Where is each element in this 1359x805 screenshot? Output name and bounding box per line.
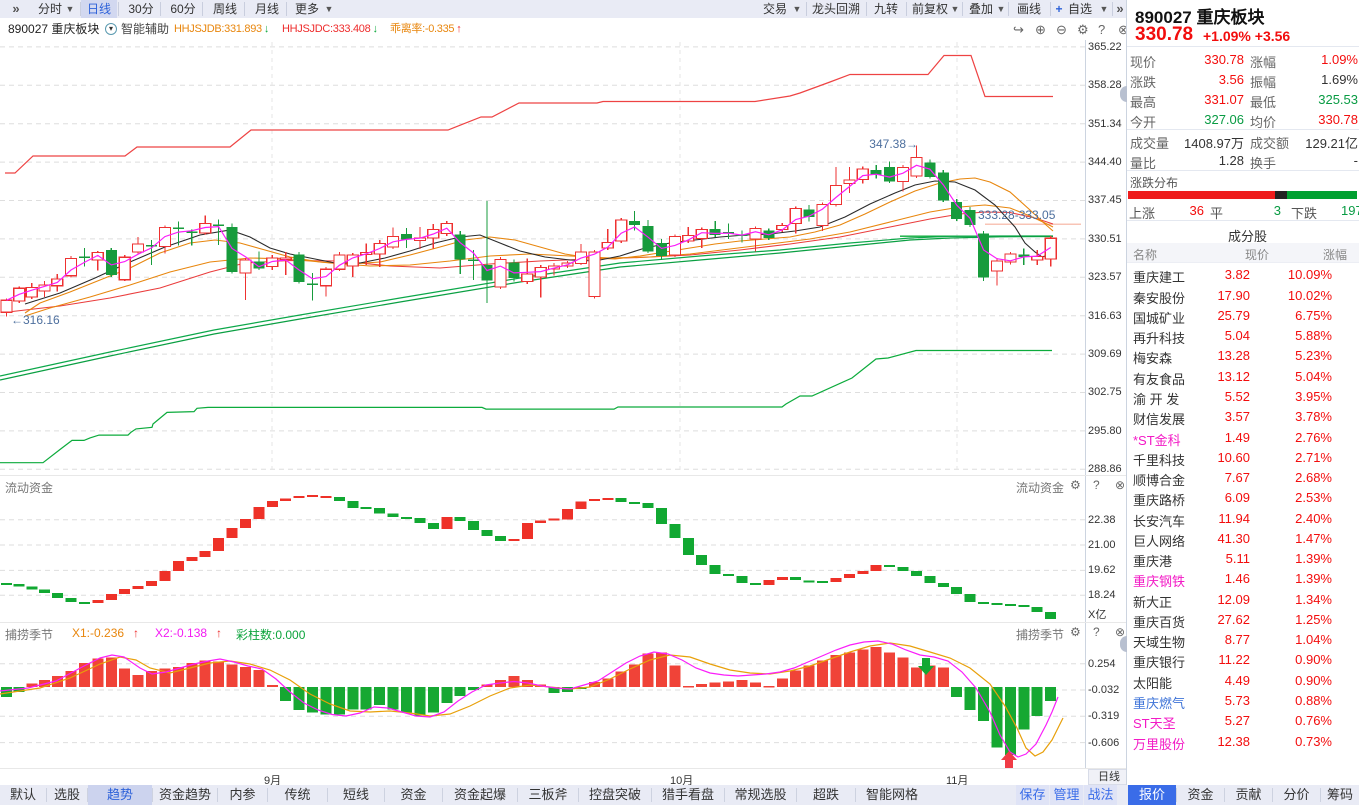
svg-text:333.28-333.05: 333.28-333.05 xyxy=(978,208,1056,222)
svg-text:347.38→: 347.38→ xyxy=(869,137,918,151)
svg-text:←316.16: ←316.16 xyxy=(11,313,60,327)
